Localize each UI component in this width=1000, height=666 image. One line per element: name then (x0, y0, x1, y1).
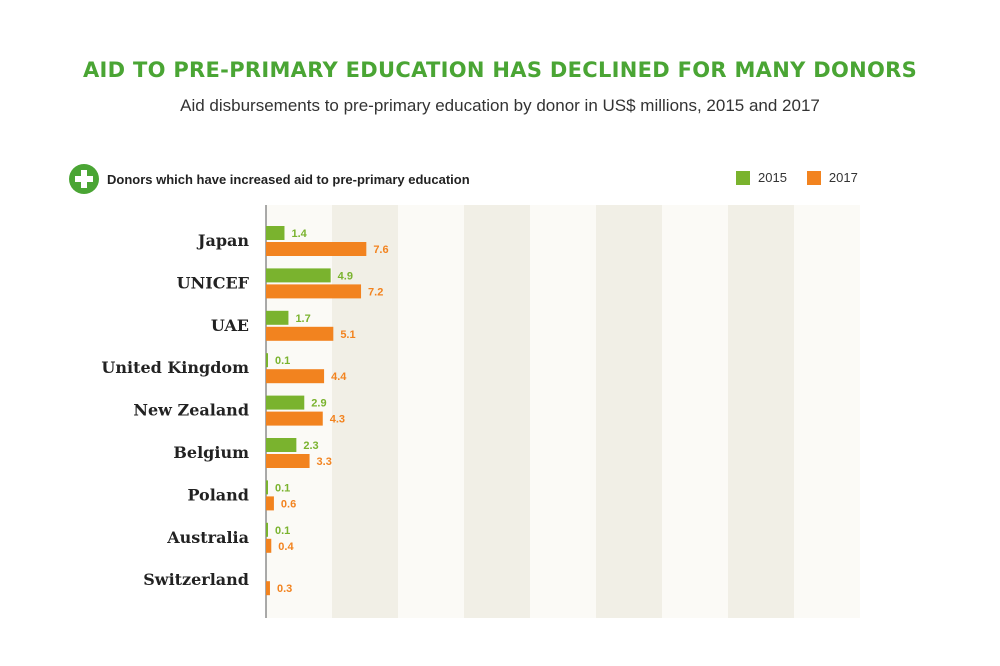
bar-2015 (266, 353, 268, 368)
category-label: UNICEF (177, 273, 250, 292)
legend-label-2017: 2017 (828, 170, 858, 185)
legend-swatch-2017 (806, 170, 821, 185)
value-label-2015: 0.1 (275, 525, 290, 537)
bar-2017 (266, 326, 334, 341)
value-label-2015: 2.3 (303, 440, 318, 452)
plot-band (332, 205, 398, 618)
legend-label-2015: 2015 (758, 170, 787, 185)
plot-band (794, 205, 860, 618)
bar-2017 (266, 454, 310, 468)
value-label-2017: 0.6 (281, 498, 296, 510)
plot-band (530, 205, 596, 618)
bar-2017 (266, 369, 325, 384)
plot-band (464, 205, 530, 618)
value-label-2017: 4.3 (330, 414, 345, 426)
value-label-2017: 0.4 (278, 541, 294, 553)
bar-2017 (266, 581, 270, 596)
value-label-2017: 5.1 (340, 329, 355, 341)
category-label: UAE (211, 316, 249, 335)
value-label-2017: 7.2 (368, 286, 383, 298)
bar-2015 (266, 268, 331, 283)
bar-2017 (266, 496, 274, 511)
plus-icon (69, 164, 99, 194)
value-label-2015: 4.9 (338, 270, 353, 282)
plot-band (728, 205, 794, 618)
bar-2015 (266, 480, 268, 495)
plot-band (662, 205, 728, 618)
value-label-2015: 0.1 (275, 482, 290, 494)
value-label-2015: 1.7 (295, 313, 310, 325)
value-label-2015: 2.9 (311, 398, 326, 410)
increase-callout: Donors which have increased aid to pre-p… (69, 164, 470, 194)
bar-2015 (266, 226, 285, 240)
category-label: Poland (187, 485, 249, 504)
legend: 2015 2017 (736, 170, 858, 185)
plot-band (398, 205, 464, 618)
bar-2017 (266, 538, 272, 553)
category-label: Australia (166, 528, 249, 547)
value-label-2017: 7.6 (373, 244, 388, 256)
value-label-2017: 3.3 (317, 456, 332, 468)
value-label-2017: 0.3 (277, 583, 292, 595)
legend-swatch-2015 (736, 170, 750, 185)
plot-band (266, 205, 332, 618)
category-label: United Kingdom (101, 358, 249, 377)
bar-2015 (266, 522, 268, 537)
category-label: Switzerland (143, 570, 249, 589)
value-label-2015: 1.4 (291, 228, 307, 240)
chart-title: AID TO PRE-PRIMARY EDUCATION HAS DECLINE… (82, 58, 918, 82)
bar-2015 (266, 438, 297, 452)
value-label-2017: 4.4 (331, 371, 347, 383)
callout-text: Donors which have increased aid to pre-p… (107, 171, 470, 187)
category-label: New Zealand (133, 401, 249, 420)
bar-2017 (266, 411, 323, 426)
legend-item-2017: 2017 (806, 170, 858, 185)
chart-subtitle: Aid disbursements to pre-primary educati… (180, 96, 820, 115)
bar-2017 (266, 284, 362, 299)
bar-2015 (266, 310, 289, 325)
bar-2015 (266, 395, 305, 410)
category-label: Japan (196, 231, 249, 250)
category-label: Belgium (173, 443, 249, 462)
legend-item-2015: 2015 (736, 170, 787, 185)
value-label-2015: 0.1 (275, 355, 290, 367)
bar-2017 (266, 242, 367, 256)
plot-band (596, 205, 662, 618)
